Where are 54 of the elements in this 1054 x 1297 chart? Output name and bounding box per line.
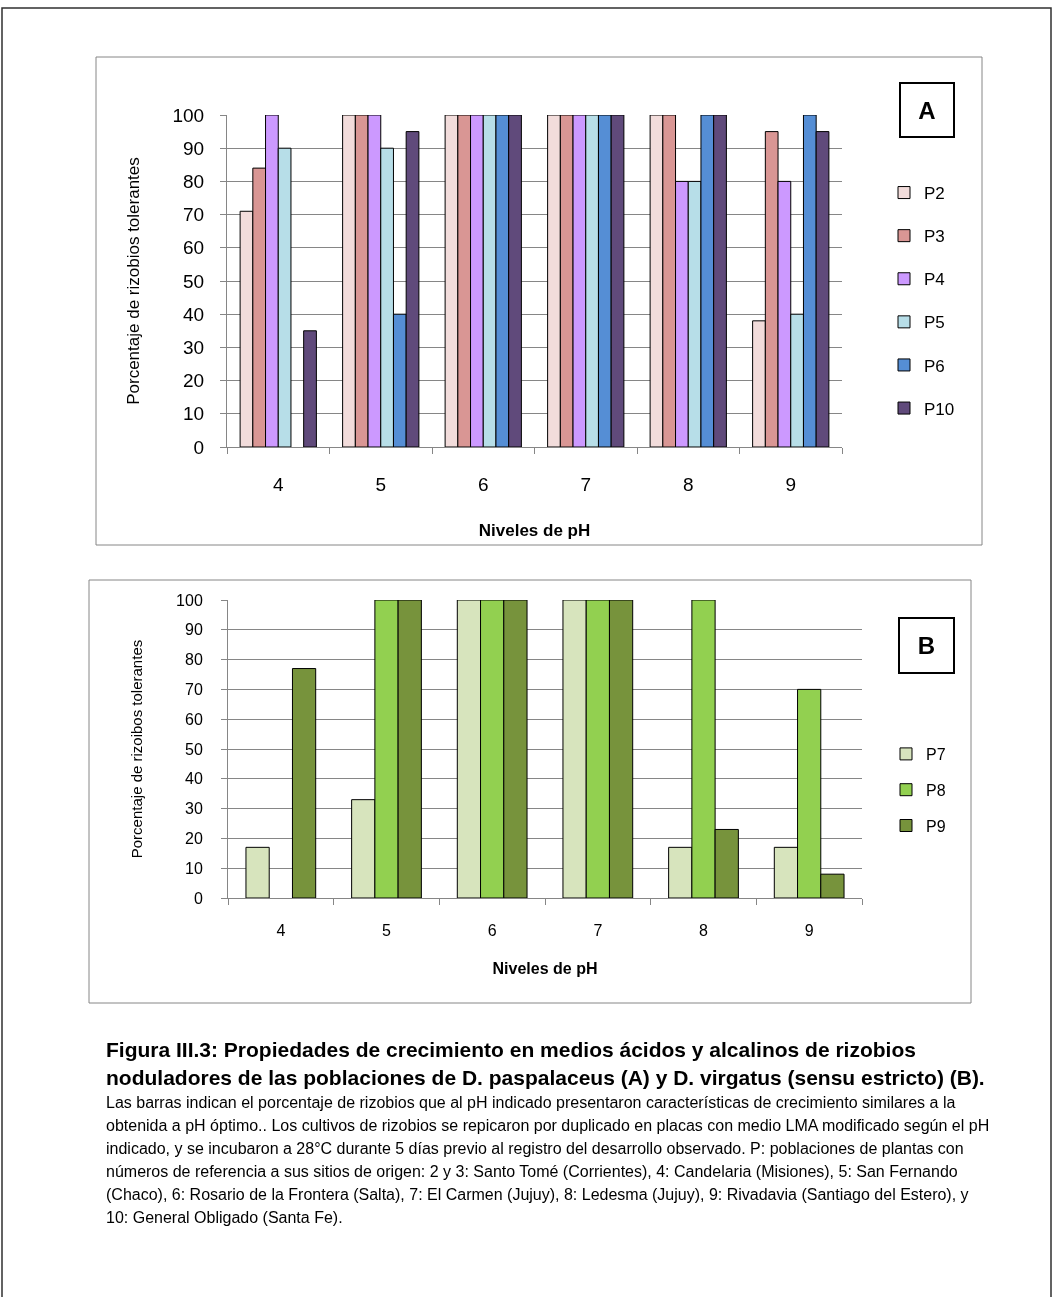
x-tick-label: 5 [375, 473, 387, 495]
legend-label: P6 [924, 356, 945, 376]
y-tick-label: 30 [183, 337, 205, 359]
legend-label: P2 [924, 184, 945, 204]
x-tick-label: 7 [593, 922, 603, 940]
bar [245, 846, 270, 898]
y-tick-label: 50 [185, 740, 203, 758]
y-tick-label: 20 [183, 370, 205, 392]
legend-label: P7 [926, 746, 946, 764]
legend-label: P4 [924, 270, 945, 290]
x-tick-label: 4 [276, 922, 286, 940]
text: Figura III.3: Propiedades de crecimiento en medios ácidos y alcalinos de rizobios noduladores de las poblaciones de D. paspalaceus (A) y D. virgatus (sensu estricto) (B). [106, 1038, 985, 1089]
legend-label: P8 [926, 781, 946, 799]
x-tick-label: 7 [580, 473, 592, 495]
bar [291, 668, 317, 898]
x-tick-label: 8 [699, 922, 709, 940]
x-tick-label: 6 [477, 473, 489, 495]
y-tick-label: 0 [193, 889, 203, 907]
y-tick-label: 80 [183, 171, 205, 193]
y-tick-label: 40 [185, 770, 203, 788]
y-tick-label: 90 [183, 137, 205, 159]
y-tick-label: 70 [185, 681, 203, 698]
y-tick-label: 30 [185, 800, 203, 818]
y-tick-label: 80 [185, 651, 203, 669]
y-tick-label: 100 [172, 104, 205, 126]
text: B [917, 632, 936, 659]
x-axis-title: Niveles de pH [478, 521, 591, 541]
y-axis-title: Porcentaje de rizobios tolerantes [124, 157, 144, 405]
x-tick-label: 9 [804, 922, 814, 940]
bar [303, 330, 317, 447]
y-tick-label: 70 [183, 204, 205, 226]
x-tick-label: 9 [785, 473, 797, 495]
y-axis-title: Porcentaje de rizoibos tolerantes [128, 639, 146, 859]
y-tick-label: 50 [183, 270, 205, 292]
y-tick-label: 60 [183, 237, 205, 259]
legend-label: P10 [924, 399, 955, 419]
y-tick-label: 0 [193, 436, 205, 458]
x-tick-label: 8 [682, 473, 694, 495]
y-tick-label: 20 [185, 830, 203, 847]
legend-label: P9 [926, 817, 946, 835]
x-tick-label: 4 [272, 473, 284, 495]
y-tick-label: 10 [185, 859, 203, 877]
x-tick-label: 6 [487, 922, 497, 940]
y-tick-label: 90 [185, 621, 203, 639]
y-tick-label: 40 [183, 303, 205, 325]
legend-label: P3 [924, 227, 945, 247]
text: A [918, 96, 936, 124]
x-tick-label: 5 [382, 922, 392, 940]
x-axis-title: Niveles de pH [492, 959, 598, 977]
text: Las barras indican el porcentaje de rizobios que al pH indicado presentaron características de crecimiento similares a la obtenida a pH óptimo.. Los cultivos de rizobios se repicaron por duplicado en placas con medio LMA modificado según el pH indicado, y se incubaron a 28°C durante 5 días previo al registro del desarrollo observado. P: poblaciones de plantas con números de referencia a sus sitios de origen: 2 y 3: Santo Tomé (Corrientes), 4: Candelaria (Misiones), 5: San Fernando (Chaco), 6: Rosario de la Frontera (Salta), 7: El Carmen (Jujuy), 8: Ledesma (Jujuy), 9: Rivadavia (Santiago del Estero), y 10: General Obligado (Santa Fe). [106, 1094, 990, 1226]
y-tick-label: 60 [185, 710, 203, 728]
y-tick-label: 100 [176, 591, 203, 609]
y-tick-label: 10 [183, 403, 205, 425]
legend-label: P5 [924, 313, 945, 333]
